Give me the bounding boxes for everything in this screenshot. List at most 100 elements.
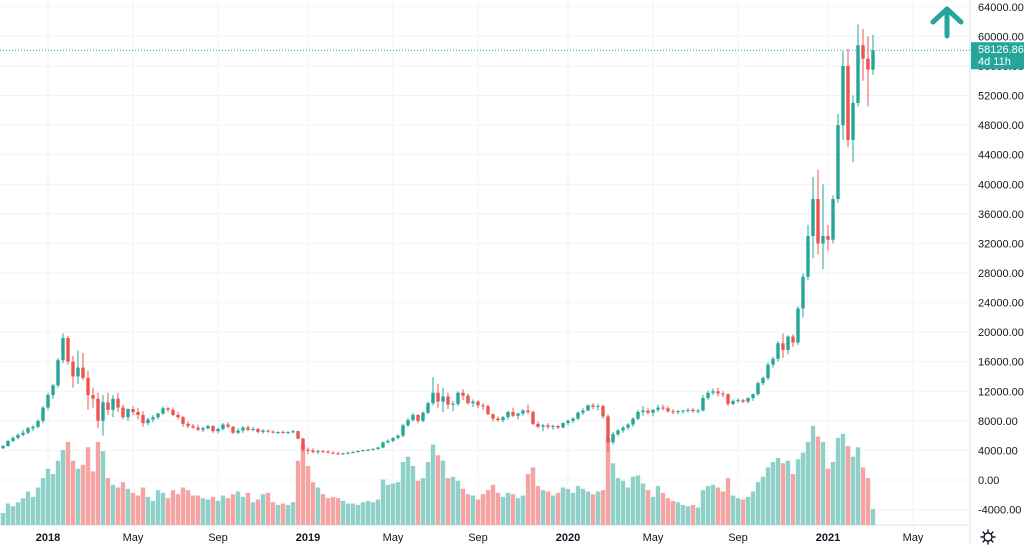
volume-bar [95, 441, 101, 525]
candle-body [701, 397, 705, 411]
y-tick-label: 20000.00 [978, 327, 1024, 339]
candle-body [736, 400, 740, 402]
candle-body [536, 423, 540, 427]
volume-bar [35, 487, 41, 525]
candle-body [426, 403, 430, 413]
volume-bar [840, 433, 846, 525]
candle-body [111, 398, 115, 410]
volume-bar [145, 496, 151, 525]
volume-bar [555, 492, 561, 525]
volume-bar [5, 503, 11, 525]
candle-body [861, 45, 865, 59]
candle-body [206, 426, 210, 429]
volume-bar [765, 467, 771, 525]
volume-bar [0, 512, 6, 525]
candle-body [501, 417, 505, 421]
candle-body [236, 430, 240, 433]
last-price-badge [971, 42, 1024, 70]
volume-bar [265, 492, 271, 525]
candle-body [196, 427, 200, 430]
candle-body [546, 425, 550, 427]
candle-body [551, 426, 555, 428]
volume-bar [340, 500, 346, 525]
candle-body [326, 451, 330, 453]
volume-bar [630, 476, 636, 525]
volume-bar [310, 482, 316, 525]
y-tick-label: 48000.00 [978, 120, 1024, 132]
x-axis: 2018 May Sep 2019 May Sep 2020 May Sep 2021 May [36, 532, 924, 544]
candle-body [56, 360, 60, 386]
volume-bar [595, 491, 601, 525]
volume-bar [140, 487, 146, 525]
candle-body [436, 392, 440, 402]
volume-bar [650, 496, 656, 525]
candle-body [831, 199, 835, 240]
candle-body [491, 414, 495, 419]
volume-bar [450, 476, 456, 525]
volume-bar [380, 479, 386, 525]
candle-body [46, 394, 50, 408]
candle-body [211, 426, 215, 432]
candle-body [606, 416, 610, 443]
y-tick-label: -4000.00 [978, 505, 1021, 517]
candle-body [421, 412, 425, 421]
volume-bar [320, 494, 326, 525]
volume-bar [685, 506, 691, 525]
candle-body [441, 396, 445, 402]
candle-body [221, 424, 225, 430]
candle-body [691, 409, 695, 412]
candle-body [301, 438, 305, 450]
candle-body [696, 410, 700, 412]
candle-body [541, 425, 545, 427]
volume-bar [680, 504, 686, 525]
gear-icon[interactable] [980, 529, 996, 545]
volume-bar [230, 494, 236, 525]
volume-bar [55, 460, 61, 525]
candle-body [446, 396, 450, 405]
candle-body [321, 451, 325, 453]
volume-bar [705, 486, 711, 525]
volume-bar [155, 490, 161, 525]
x-tick-label: Sep [468, 532, 488, 544]
candle-body [681, 410, 685, 412]
candle-body [596, 406, 600, 408]
candle-body [431, 392, 435, 404]
volume-bar [720, 491, 726, 525]
candle-body [296, 431, 300, 439]
candle-body [481, 405, 485, 407]
volume-bar [225, 498, 231, 525]
volume-bar [110, 484, 116, 525]
volume-bar [345, 503, 351, 525]
candle-body [411, 414, 415, 421]
candle-body [256, 429, 260, 432]
candle-body [6, 440, 10, 447]
candle-body [76, 367, 80, 377]
volume-bar [865, 478, 871, 525]
volume-bar [330, 496, 336, 525]
volume-bar [520, 495, 526, 525]
candle-body [716, 391, 720, 394]
candle-body [391, 437, 395, 441]
x-tick-label: May [123, 532, 144, 544]
volume-bar [425, 462, 431, 525]
volume-bar [745, 496, 751, 525]
candle-body [521, 410, 525, 414]
volume-bar [300, 444, 306, 525]
volume-bar [40, 478, 46, 525]
volume-bar [635, 475, 641, 525]
candle-body [146, 419, 150, 424]
candle-body [331, 452, 335, 454]
volume-bar [170, 490, 176, 525]
y-tick-label: 12000.00 [978, 386, 1024, 398]
countdown-label: 4d 11h [978, 56, 1011, 68]
candle-body [21, 432, 25, 435]
candle-body [561, 423, 565, 428]
volume-bar [360, 502, 366, 525]
candle-body [176, 414, 180, 418]
candle-body [626, 424, 630, 428]
candle-body [671, 411, 675, 413]
candle-body [651, 409, 655, 413]
candle-body [341, 453, 345, 455]
